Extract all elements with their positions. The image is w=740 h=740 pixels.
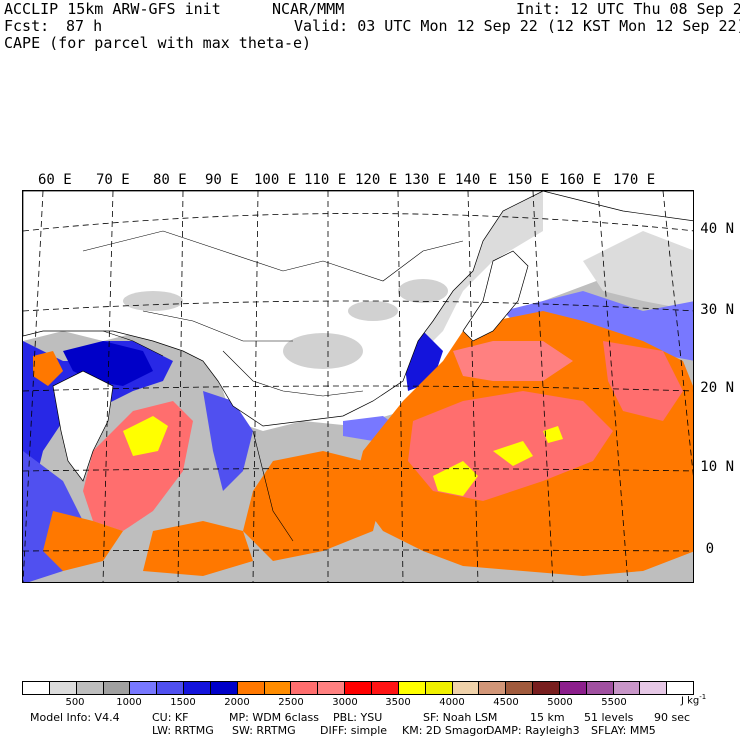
lon-label: 70 E (96, 172, 130, 188)
init-time: Init: 12 UTC Thu 08 Sep 22 (516, 0, 740, 18)
lon-label: 90 E (205, 172, 239, 188)
lon-label: 110 E (304, 172, 347, 188)
colorbar-swatch (157, 682, 185, 694)
footer-cu: CU: KF (152, 711, 189, 724)
footer-lw: LW: RRTMG (152, 724, 214, 737)
india-peninsula (52, 370, 114, 482)
cape-map (22, 190, 694, 583)
colorbar-swatch (479, 682, 507, 694)
colorbar-swatch (667, 682, 694, 694)
japan (462, 250, 529, 342)
colorbar-tick: 3000 (332, 697, 358, 708)
colorbar-swatch (613, 682, 641, 694)
colorbar-swatch (318, 682, 346, 694)
footer-km: KM: 2D Smagor (402, 724, 488, 737)
colorbar-swatch (586, 682, 614, 694)
lat-label: 40 N (700, 221, 734, 237)
interior-low-cape (123, 279, 448, 369)
organization-label: NCAR/MMM (272, 0, 345, 18)
lat-label: 20 N (700, 380, 734, 396)
colorbar-swatch (533, 682, 560, 694)
field-name: CAPE (for parcel with max theta-e) (4, 34, 312, 52)
colorbar-swatch (210, 682, 238, 694)
colorbar-tick: 4000 (439, 697, 465, 708)
colorbar-tick: 5000 (547, 697, 573, 708)
colorbar-swatch (264, 682, 292, 694)
footer-sf: SF: Noah LSM (423, 711, 498, 724)
colorbar-tick: 500 (65, 697, 85, 708)
footer-sw: SW: RRTMG (232, 724, 296, 737)
lat-label: 10 N (700, 459, 734, 475)
colorbar-tick: 5500 (601, 697, 627, 708)
footer-damp: DAMP: Rayleigh3 (486, 724, 580, 737)
colorbar-swatch (345, 682, 372, 694)
footer-diff: DIFF: simple (320, 724, 388, 737)
footer-mp: MP: WDM 6class (229, 711, 319, 724)
lon-label: 150 E (507, 172, 550, 188)
colorbar-tick: 4500 (493, 697, 519, 708)
lon-label: 80 E (153, 172, 187, 188)
colorbar-swatch (398, 682, 426, 694)
model-title: ACCLIP 15km ARW-GFS init (4, 0, 221, 18)
colorbar-swatch (559, 682, 587, 694)
colorbar-swatch (237, 682, 265, 694)
colorbar-tick: 1000 (116, 697, 142, 708)
footer-pbl: PBL: YSU (333, 711, 383, 724)
lat-label: 30 N (700, 302, 734, 318)
colorbar-swatch (371, 682, 399, 694)
lon-label: 120 E (355, 172, 398, 188)
colorbar-swatch (184, 682, 211, 694)
forecast-hour: 87 h (66, 17, 103, 35)
colorbar-swatch (640, 682, 668, 694)
valid-time: Valid: 03 UTC Mon 12 Sep 22 (12 KST Mon … (294, 17, 740, 35)
colorbar-tick: 3500 (385, 697, 411, 708)
colorbar-swatch (506, 682, 534, 694)
colorbar-swatch (49, 682, 77, 694)
lon-label: 170 E (613, 172, 656, 188)
lon-label: 140 E (455, 172, 498, 188)
very-high-cape-areas (123, 416, 563, 496)
colorbar-swatch (452, 682, 480, 694)
footer-model-info: Model Info: V4.4 (30, 711, 120, 724)
lon-label: 60 E (38, 172, 72, 188)
colorbar-unit: J kg-1 (681, 693, 707, 707)
footer-levels: 51 levels (584, 711, 634, 724)
forecast-label: Fcst: (4, 17, 50, 35)
colorbar-tick: 2000 (224, 697, 250, 708)
lon-label: 100 E (254, 172, 297, 188)
colorbar-tick: 2500 (278, 697, 304, 708)
colorbar-swatch (23, 682, 50, 694)
colorbar-swatch (130, 682, 158, 694)
graticule (23, 191, 693, 582)
lon-label: 130 E (404, 172, 447, 188)
colorbar-tick: 1500 (170, 697, 196, 708)
colorbar-swatch (103, 682, 131, 694)
country-boundaries (82, 230, 464, 542)
colorbar-swatch (425, 682, 453, 694)
colorbar-swatch (76, 682, 104, 694)
lat-label: 0 (705, 541, 714, 557)
cape-colorbar (22, 681, 694, 695)
colorbar-swatch (291, 682, 319, 694)
footer-timestep: 90 sec (654, 711, 691, 724)
footer-sflay: SFLAY: MM5 (591, 724, 656, 737)
lon-label: 160 E (559, 172, 602, 188)
footer-resolution: 15 km (530, 711, 565, 724)
